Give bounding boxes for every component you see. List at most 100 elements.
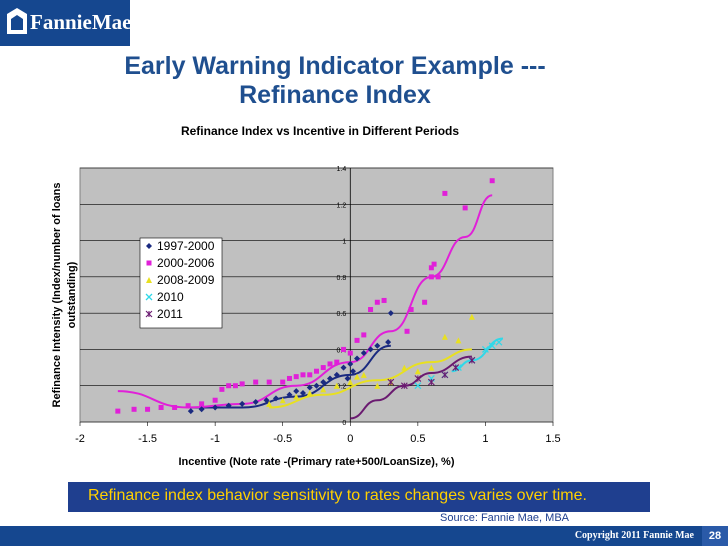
data-point	[333, 371, 340, 378]
data-point	[387, 310, 394, 317]
data-point	[239, 400, 246, 407]
data-point	[320, 386, 327, 393]
data-point	[280, 379, 286, 385]
data-point	[212, 397, 218, 403]
legend-marker	[146, 243, 152, 249]
data-point	[172, 404, 178, 410]
data-point	[354, 373, 361, 380]
data-point	[347, 360, 354, 367]
data-point	[488, 342, 496, 350]
data-point	[266, 400, 273, 407]
slide-title: Early Warning Indicator Example --- Refi…	[80, 52, 590, 110]
data-point	[198, 406, 205, 413]
data-point	[131, 406, 137, 412]
data-point	[374, 299, 380, 305]
x-tick-label: 0.5	[410, 433, 425, 445]
data-point	[468, 313, 475, 320]
logo: FannieMae	[0, 0, 132, 46]
data-point	[286, 391, 293, 398]
data-point	[401, 364, 408, 371]
x-tick-label: -0.5	[273, 433, 292, 445]
data-point	[441, 371, 449, 379]
data-point	[199, 401, 205, 407]
x-tick-label: 0	[347, 433, 353, 445]
data-point	[299, 389, 306, 396]
legend	[139, 237, 223, 329]
logo-icon	[7, 8, 27, 34]
x-tick-label: -1	[210, 433, 220, 445]
data-point	[306, 389, 313, 396]
data-point	[387, 378, 395, 386]
x-tick-label: 1	[482, 433, 488, 445]
footer-bar: Copyright 2011 Fannie Mae 28	[0, 526, 728, 546]
data-point	[279, 397, 286, 404]
legend-marker	[146, 260, 152, 266]
legend-marker	[145, 310, 153, 318]
data-point	[320, 379, 327, 386]
x-tick-label: -2	[75, 433, 85, 445]
data-point	[212, 404, 219, 411]
copyright-text: Copyright 2011 Fannie Mae	[574, 530, 694, 541]
data-point	[347, 350, 353, 356]
data-point	[340, 364, 347, 371]
data-point	[286, 375, 292, 381]
data-point	[404, 328, 410, 334]
data-point	[428, 364, 435, 371]
logo-text: FannieMae	[30, 10, 132, 34]
data-point	[232, 383, 238, 389]
y-tick-label: 0.6	[337, 311, 347, 318]
data-point	[360, 350, 367, 357]
data-point	[320, 365, 326, 371]
page-number: 28	[702, 526, 728, 546]
data-point	[266, 379, 272, 385]
data-point	[306, 384, 313, 391]
data-point	[115, 408, 121, 414]
data-point	[452, 364, 460, 371]
data-point	[428, 265, 434, 271]
data-point	[300, 372, 306, 378]
data-point	[272, 395, 279, 402]
data-point	[455, 337, 462, 344]
source-note: Source: Fannie Mae, MBA	[440, 512, 570, 524]
data-point	[435, 274, 441, 280]
data-point	[400, 382, 408, 390]
y-tick-label: 1.2	[337, 202, 347, 209]
data-point	[495, 338, 503, 346]
data-point	[468, 356, 476, 364]
data-point	[354, 337, 360, 343]
data-point	[145, 406, 151, 412]
data-point	[489, 178, 495, 184]
data-point	[185, 403, 191, 409]
data-point	[408, 307, 414, 313]
data-point	[481, 345, 489, 353]
data-point	[431, 261, 437, 267]
data-point	[219, 386, 225, 392]
data-point	[187, 408, 194, 415]
y-axis-label: outstanding)	[66, 261, 78, 328]
data-point	[368, 307, 374, 313]
legend-label: 2011	[157, 307, 183, 321]
legend-label: 2010	[157, 290, 184, 304]
data-point	[414, 368, 421, 375]
y-axis-label: Refinance Intensity (Index/number of loa…	[51, 183, 63, 408]
data-point	[374, 382, 381, 389]
slide-title-line2: Refinance Index	[239, 81, 431, 109]
x-tick-label: 1.5	[545, 433, 560, 445]
slide-title-line1: Early Warning Indicator Example ---	[124, 52, 546, 80]
trend-line	[269, 348, 472, 409]
data-point	[307, 372, 313, 378]
legend-marker	[146, 277, 152, 283]
data-point	[313, 382, 320, 389]
y-tick-label: 0	[342, 420, 346, 427]
data-point	[347, 379, 354, 386]
data-point	[344, 375, 351, 382]
data-point	[414, 375, 422, 382]
data-point	[422, 299, 428, 305]
data-point	[239, 381, 245, 387]
data-point	[414, 382, 422, 390]
data-point	[226, 383, 232, 389]
y-tick-label: 0.2	[337, 384, 347, 391]
data-point	[462, 205, 468, 211]
data-point	[327, 361, 333, 367]
data-point	[427, 378, 435, 386]
